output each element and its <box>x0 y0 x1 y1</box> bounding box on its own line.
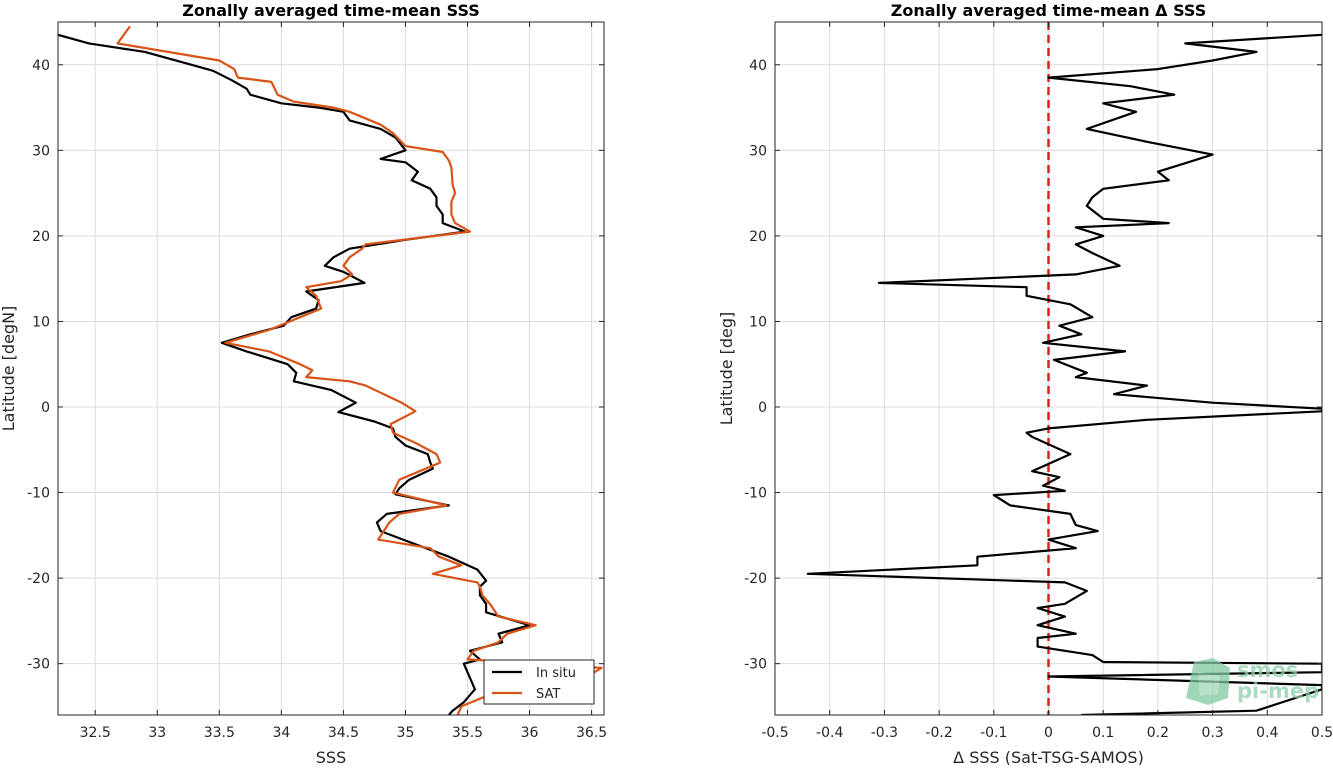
x-tick-label: 0.2 <box>1147 725 1169 741</box>
x-tick-label: -0.1 <box>980 725 1007 741</box>
legend: In situ SAT <box>483 659 595 705</box>
plot-background <box>58 22 604 715</box>
x-tick-label: 36.5 <box>576 725 607 741</box>
y-axis-label: Latitude [deg] <box>717 312 736 426</box>
series-line-delta <box>806 33 1322 715</box>
y-tick-label: 0 <box>41 400 50 416</box>
x-tick-label: 35 <box>397 725 415 741</box>
legend-label: In situ <box>536 666 576 681</box>
y-tick-label: 30 <box>32 143 50 159</box>
logo-text-line2: pi-mep <box>1237 679 1319 703</box>
x-tick-label: 32.5 <box>80 725 111 741</box>
y-tick-label: -30 <box>27 657 50 673</box>
x-tick-label: 0.3 <box>1201 725 1223 741</box>
chart-title: Zonally averaged time-mean Δ SSS <box>891 1 1207 20</box>
y-axis-label: Latitude [degN] <box>0 306 18 432</box>
y-tick-label: 0 <box>758 400 767 416</box>
y-tick-label: 40 <box>32 58 50 74</box>
y-tick-label: 20 <box>749 229 767 245</box>
y-tick-label: -10 <box>27 486 50 502</box>
y-tick-label: 20 <box>32 229 50 245</box>
x-tick-label: 35.5 <box>452 725 483 741</box>
x-axis-label: Δ SSS (Sat-TSG-SAMOS) <box>953 748 1144 765</box>
x-tick-label: 33.5 <box>204 725 235 741</box>
smos-pi-mep-logo: smos pi-mep <box>1186 658 1319 705</box>
logo-text-line1: smos <box>1237 658 1298 682</box>
delta-sss-panel: -0.5 -0.4 -0.3 -0.2 -0.1 0 0.1 0.2 0.3 0.4 0.5 -30 -… <box>717 1 1333 767</box>
x-tick-label: -0.2 <box>925 725 952 741</box>
x-tick-label: -0.5 <box>761 725 788 741</box>
x-tick-label: 36 <box>521 725 539 741</box>
x-tick-label: 34 <box>272 725 290 741</box>
x-tick-label: -0.4 <box>816 725 843 741</box>
y-tick-label: 30 <box>749 143 767 159</box>
x-tick-label: 0.4 <box>1256 725 1278 741</box>
series-line-sat <box>116 25 603 715</box>
x-tick-label: 34.5 <box>328 725 359 741</box>
x-axis-label: SSS <box>316 748 346 765</box>
axes-frame <box>57 21 605 716</box>
y-tick-label: -30 <box>744 657 767 673</box>
y-tick-label: 40 <box>749 58 767 74</box>
x-tick-label: -0.3 <box>871 725 898 741</box>
x-tick-label: 0 <box>1044 725 1053 741</box>
y-tick-label: 10 <box>32 314 50 330</box>
legend-label: SAT <box>536 687 560 702</box>
sss-panel: 32.5 33 33.5 34 34.5 35 35.5 36 36.5 -30 -20 -10 0 10… <box>0 1 607 767</box>
legend-box <box>483 659 595 705</box>
y-tick-label: -20 <box>744 571 767 587</box>
y-tick-label: 10 <box>749 314 767 330</box>
y-tick-label: -20 <box>27 571 50 587</box>
x-tick-label: 0.1 <box>1092 725 1114 741</box>
y-tick-label: -10 <box>744 486 767 502</box>
x-tick-label: 33 <box>148 725 166 741</box>
x-tick-label: 0.5 <box>1311 725 1333 741</box>
chart-title: Zonally averaged time-mean SSS <box>182 1 480 20</box>
